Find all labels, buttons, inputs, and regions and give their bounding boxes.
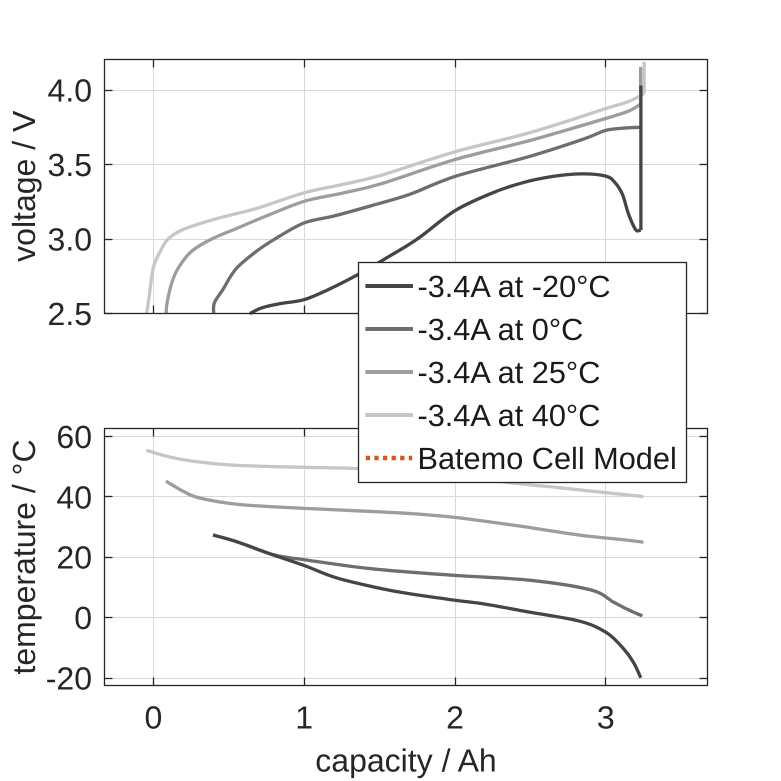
svg-text:capacity / Ah: capacity / Ah xyxy=(315,743,496,779)
svg-text:-20: -20 xyxy=(46,661,92,697)
svg-text:60: 60 xyxy=(56,419,92,455)
svg-text:4.0: 4.0 xyxy=(48,72,92,108)
svg-text:temperature / °C: temperature / °C xyxy=(6,439,42,674)
svg-text:voltage / V: voltage / V xyxy=(6,110,42,262)
svg-text:2.5: 2.5 xyxy=(48,296,92,332)
svg-text:-3.4A at 0°C: -3.4A at 0°C xyxy=(418,312,584,347)
svg-text:-3.4A at -20°C: -3.4A at -20°C xyxy=(418,269,611,304)
svg-text:3.0: 3.0 xyxy=(48,221,92,257)
svg-text:1: 1 xyxy=(295,700,313,736)
svg-text:3: 3 xyxy=(597,700,615,736)
svg-text:-3.4A at 40°C: -3.4A at 40°C xyxy=(418,398,601,433)
svg-text:20: 20 xyxy=(56,540,92,576)
svg-text:40: 40 xyxy=(56,479,92,515)
svg-text:Batemo Cell Model: Batemo Cell Model xyxy=(418,441,677,476)
svg-text:-3.4A at 25°C: -3.4A at 25°C xyxy=(418,355,601,390)
svg-text:0: 0 xyxy=(145,700,163,736)
svg-text:3.5: 3.5 xyxy=(48,147,92,183)
svg-text:0: 0 xyxy=(74,600,92,636)
svg-text:2: 2 xyxy=(446,700,464,736)
